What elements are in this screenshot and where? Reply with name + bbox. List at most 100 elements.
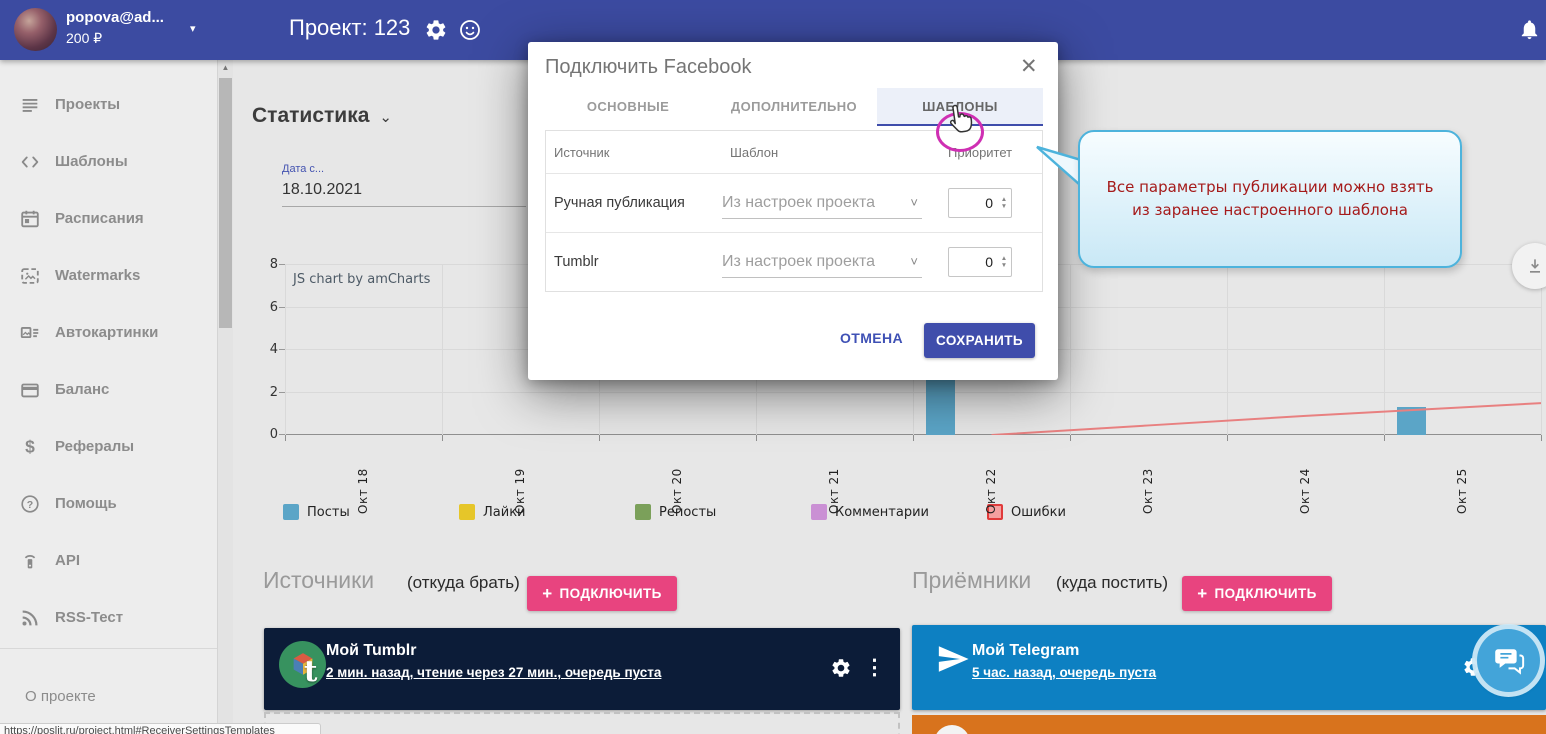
legend-swatch [987, 504, 1003, 520]
sidebar-item-help[interactable]: ? Помощь [0, 475, 217, 532]
legend-label: Ошибки [1011, 504, 1066, 520]
date-from-input[interactable]: 18.10.2021 [282, 181, 363, 198]
legend-label: Посты [307, 504, 350, 520]
notifications-bell-icon[interactable] [1518, 18, 1541, 41]
row-source-label: Tumblr [554, 254, 599, 270]
source-card-tumblr[interactable]: t Мой Tumblr 2 мин. назад, чтение через … [264, 628, 900, 710]
sidebar-item-autoimages[interactable]: Автокартинки [0, 304, 217, 361]
sources-connect-label: ПОДКЛЮЧИТЬ [559, 586, 662, 601]
sources-subtitle: (откуда брать) [407, 573, 520, 592]
template-select[interactable]: Из настроек проекта ˅ [722, 247, 922, 278]
date-from-underline [282, 206, 526, 207]
legend-swatch [811, 504, 827, 520]
x-axis-tick-label: Окт 24 [1297, 468, 1312, 514]
svg-text:?: ? [27, 498, 33, 510]
chart-export-download-button[interactable] [1512, 243, 1546, 289]
amcharts-watermark-link[interactable]: JS chart by amCharts [293, 272, 431, 287]
receiver-card-title: Мой Telegram [972, 642, 1080, 659]
sources-title: Источники [263, 567, 375, 593]
connect-facebook-dialog: Подключить Facebook ✕ ОСНОВНЫЕ ДОПОЛНИТЕЛ… [528, 42, 1058, 380]
receiver-card-next[interactable] [912, 715, 1546, 734]
sidebar-item-watermarks[interactable]: Watermarks [0, 247, 217, 304]
page-title[interactable]: Статистика ⌄ [252, 104, 392, 128]
dialog-tabs: ОСНОВНЫЕ ДОПОЛНИТЕЛЬНО ШАБЛОНЫ [545, 88, 1043, 126]
receiver-card-status-link[interactable]: 5 час. назад, очередь пуста [972, 665, 1157, 680]
sidebar-item-label: Рефералы [55, 438, 135, 455]
tab-дополнительно[interactable]: ДОПОЛНИТЕЛЬНО [730, 99, 858, 114]
sidebar-divider [0, 648, 217, 649]
schedule-calendar-icon [19, 208, 41, 230]
tab-шаблоны[interactable]: ШАБЛОНЫ [877, 88, 1043, 126]
sidebar-item-api[interactable]: API [0, 532, 217, 589]
column-header: Источник [554, 144, 610, 160]
priority-stepper[interactable]: 0 ▲ ▼ [948, 188, 1012, 218]
source-card-gear-icon[interactable] [830, 657, 852, 679]
templates-code-icon [19, 151, 41, 173]
legend-item-комментарии[interactable]: Комментарии [811, 504, 987, 520]
template-select-value: Из настроек проекта [722, 252, 876, 270]
sidebar-item-label: Шаблоны [55, 153, 128, 170]
user-balance: 200 ₽ [66, 30, 103, 46]
legend-swatch [459, 504, 475, 520]
y-axis-tick [279, 306, 285, 308]
legend-item-посты[interactable]: Посты [283, 504, 459, 520]
templates-table: Источник Шаблон Приоритет Ручная публикация… [545, 130, 1043, 292]
sidebar-item-rss-test[interactable]: RSS-Тест [0, 589, 217, 646]
sidebar-item-label: API [55, 552, 81, 569]
y-axis-tick [279, 349, 285, 350]
sidebar-item-referrals[interactable]: $ Рефералы [0, 418, 217, 475]
user-avatar[interactable] [14, 8, 57, 51]
priority-stepper[interactable]: 0 ▲ ▼ [948, 247, 1012, 277]
api-antenna-icon [19, 550, 41, 572]
stepper-arrows-icon[interactable]: ▲ ▼ [1000, 196, 1008, 210]
legend-item-ошибки[interactable]: Ошибки [987, 504, 1066, 520]
tab-основные[interactable]: ОСНОВНЫЕ [586, 99, 670, 114]
stepper-arrows-icon[interactable]: ▲ ▼ [1000, 255, 1008, 269]
autoimages-icon [19, 322, 41, 344]
hand-cursor-icon [944, 100, 978, 138]
plus-icon: + [1197, 583, 1208, 603]
scrollbar-thumb[interactable] [219, 78, 232, 328]
sidebar-item-schedules[interactable]: Расписания [0, 190, 217, 247]
gridline-v [1384, 265, 1385, 435]
x-axis-tick [442, 435, 443, 441]
cancel-button[interactable]: ОТМЕНА [840, 330, 904, 346]
receivers-connect-button[interactable]: + ПОДКЛЮЧИТЬ [1182, 576, 1332, 611]
table-row: Tumblr Из настроек проекта ˅ 0 ▲ ▼ [546, 233, 1042, 291]
user-menu-caret-icon[interactable]: ▾ [190, 23, 196, 35]
save-button[interactable]: СОХРАНИТЬ [924, 323, 1035, 358]
user-name[interactable]: popova@ad... [66, 9, 164, 26]
sidebar-item-templates[interactable]: Шаблоны [0, 133, 217, 190]
scroll-up-icon[interactable]: ▲ [221, 63, 230, 72]
sidebar-item-about[interactable]: О проекте [25, 688, 96, 705]
legend-item-репосты[interactable]: Репосты [635, 504, 811, 520]
template-select[interactable]: Из настроек проекта ˅ [722, 188, 922, 219]
close-icon[interactable]: ✕ [1020, 55, 1038, 78]
project-title: Проект: 123 [289, 15, 411, 40]
source-card-kebab-icon[interactable]: ⋮ [864, 656, 885, 679]
gridline-v [1070, 265, 1071, 435]
sources-connect-button[interactable]: + ПОДКЛЮЧИТЬ [527, 576, 677, 611]
y-axis-tick-label: 8 [269, 257, 278, 272]
dialog-title: Подключить Facebook [545, 56, 752, 78]
telegram-plane-icon [936, 642, 970, 676]
sidebar: Проекты Шаблоны Расписания Watermarks Автока… [0, 60, 217, 734]
callout-bubble: Все параметры публикации можно взять из … [1078, 130, 1462, 268]
sidebar-item-label: Помощь [55, 495, 117, 512]
project-smiley-icon[interactable] [458, 18, 482, 42]
x-axis-tick [1070, 435, 1071, 441]
support-chat-widget-button[interactable] [1477, 629, 1540, 692]
legend-item-лайки[interactable]: Лайки [459, 504, 635, 520]
source-card-status-link[interactable]: 2 мин. назад, чтение через 27 мин., очер… [326, 665, 662, 680]
x-axis-tick-label: Окт 20 [669, 468, 684, 514]
receiver-card-telegram[interactable]: Мой Telegram 5 час. назад, очередь пуста [912, 625, 1546, 710]
legend-label: Репосты [659, 504, 717, 520]
legend-label: Комментарии [835, 504, 929, 520]
project-settings-gear-icon[interactable] [424, 18, 448, 42]
chart-bar-посты [1397, 407, 1426, 435]
sidebar-scrollbar[interactable]: ▲ [217, 60, 233, 734]
sidebar-item-projects[interactable]: Проекты [0, 76, 217, 133]
priority-value: 0 [985, 195, 993, 211]
sidebar-item-balance[interactable]: Баланс [0, 361, 217, 418]
